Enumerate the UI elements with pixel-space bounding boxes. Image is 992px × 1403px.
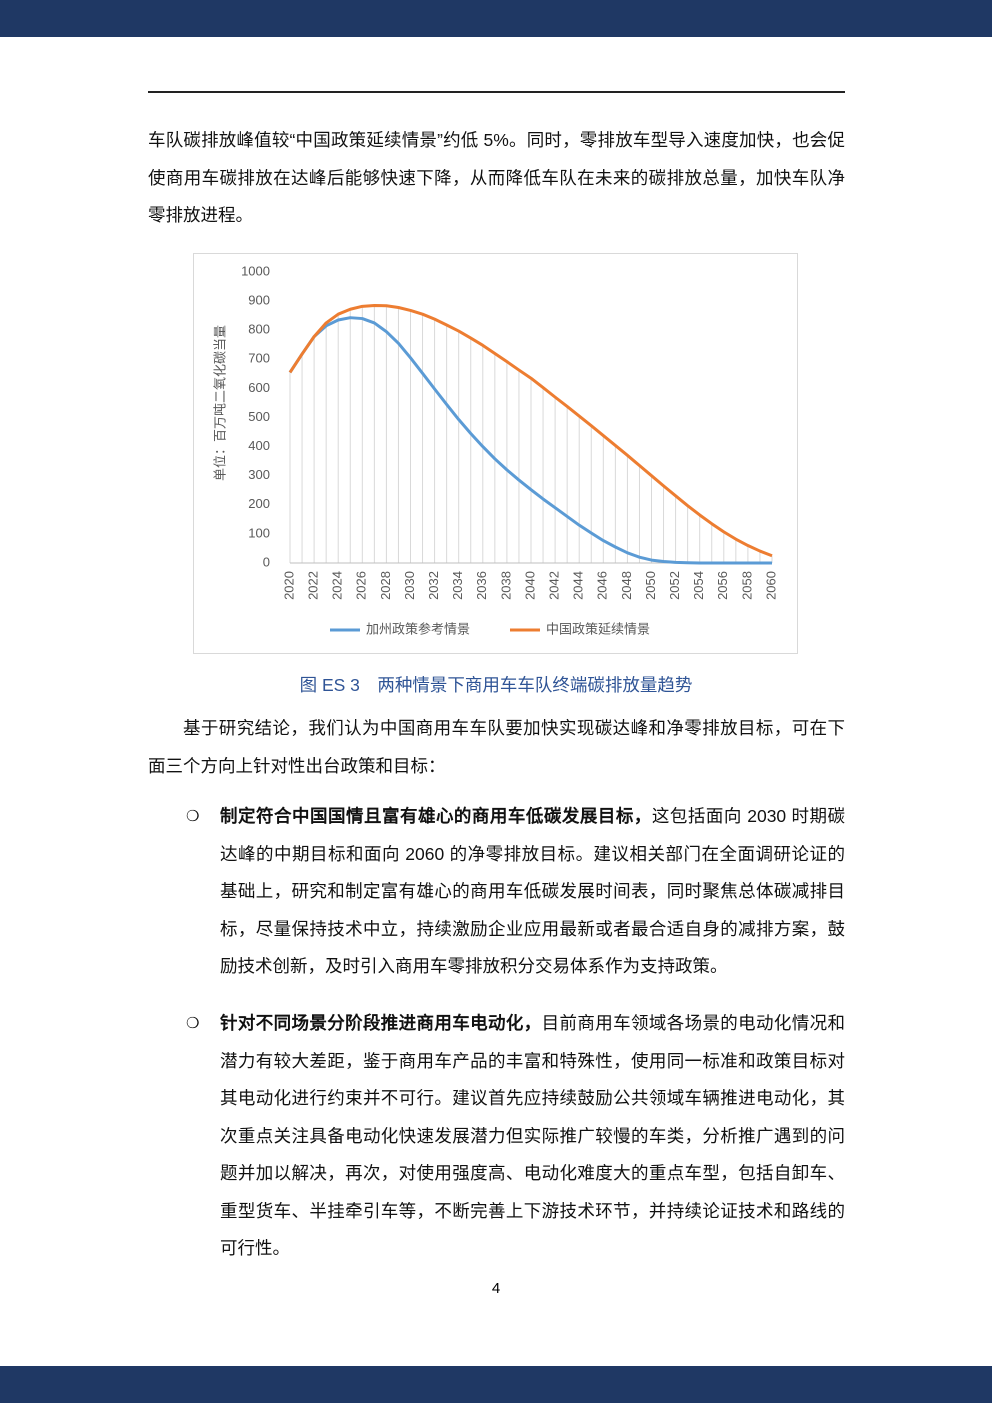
x-tick-label: 2034 — [450, 571, 465, 600]
y-tick-label: 1000 — [241, 263, 270, 278]
chart-frame — [193, 253, 798, 654]
x-tick-label: 2056 — [715, 571, 730, 600]
y-tick-label: 0 — [263, 554, 270, 569]
y-tick-label: 400 — [248, 438, 270, 453]
y-tick-label: 100 — [248, 525, 270, 540]
x-tick-label: 2054 — [691, 571, 706, 600]
x-tick-label: 2024 — [330, 571, 345, 600]
x-tick-label: 2050 — [643, 571, 658, 600]
bullet-mark: ❍ — [186, 808, 200, 825]
bullet-text: 这包括面向 2030 时期碳达峰的中期目标和面向 2060 的净零排放目标。建议… — [220, 806, 846, 976]
bullet-item: ❍ 制定符合中国国情且富有雄心的商用车低碳发展目标，这包括面向 2030 时期碳达… — [186, 798, 846, 986]
x-tick-label: 2058 — [739, 571, 754, 600]
y-tick-label: 300 — [248, 467, 270, 482]
series-line — [288, 303, 773, 558]
legend-label: 加州政策参考情景 — [366, 621, 470, 636]
header-rule — [148, 91, 845, 93]
bullet-lead: 针对不同场景分阶段推进商用车电动化， — [220, 1013, 542, 1033]
footer-band — [0, 1366, 992, 1403]
bullet-mark: ❍ — [186, 1015, 200, 1032]
series-line — [288, 316, 772, 565]
x-tick-label: 2042 — [547, 571, 562, 600]
x-tick-label: 2020 — [281, 571, 296, 600]
bullet-item: ❍ 针对不同场景分阶段推进商用车电动化，目前商用车领域各场景的电动化情况和潜力有较… — [186, 1005, 846, 1268]
x-tick-label: 2036 — [474, 571, 489, 600]
x-tick-label: 2032 — [426, 571, 441, 600]
y-axis-title: 单位：百万吨二氧化碳当量 — [212, 325, 227, 481]
x-tick-label: 2040 — [522, 571, 537, 600]
paragraph: 基于研究结论，我们认为中国商用车车队要加快实现碳达峰和净零排放目标，可在下面三个… — [148, 718, 845, 776]
x-tick-label: 2048 — [619, 571, 634, 600]
y-tick-label: 900 — [248, 293, 270, 308]
x-tick-label: 2026 — [354, 571, 369, 600]
x-tick-label: 2052 — [667, 571, 682, 600]
x-tick-label: 2060 — [763, 571, 778, 600]
x-tick-label: 2038 — [498, 571, 513, 600]
x-tick-label: 2022 — [306, 571, 321, 600]
page-number: 4 — [491, 1280, 501, 1297]
header-band — [0, 0, 992, 37]
x-tick-label: 2046 — [595, 571, 610, 600]
bullet-lead: 制定符合中国国情且富有雄心的商用车低碳发展目标， — [220, 806, 652, 826]
legend-label: 中国政策延续情景 — [546, 621, 650, 636]
y-tick-label: 600 — [248, 380, 270, 395]
y-tick-label: 500 — [248, 409, 270, 424]
y-tick-label: 700 — [248, 351, 270, 366]
y-tick-label: 200 — [248, 496, 270, 511]
paragraph: 车队碳排放峰值较“中国政策延续情景”约低 5%。同时，零排放车型导入速度加快，也… — [148, 130, 845, 225]
y-tick-label: 800 — [248, 322, 270, 337]
chart: 单位：百万吨二氧化碳当量 0 100 200 300 400 500 600 700 800 90… — [193, 253, 798, 654]
x-tick-label: 2028 — [378, 571, 393, 600]
figure-caption: 图 ES 3 两种情景下商用车车队终端碳排放量趋势 — [299, 675, 693, 695]
x-tick-label: 2044 — [571, 571, 586, 600]
x-tick-label: 2030 — [402, 571, 417, 600]
bullet-text: 目前商用车领域各场景的电动化情况和潜力有较大差距，鉴于商用车产品的丰富和特殊性，… — [220, 1013, 846, 1258]
